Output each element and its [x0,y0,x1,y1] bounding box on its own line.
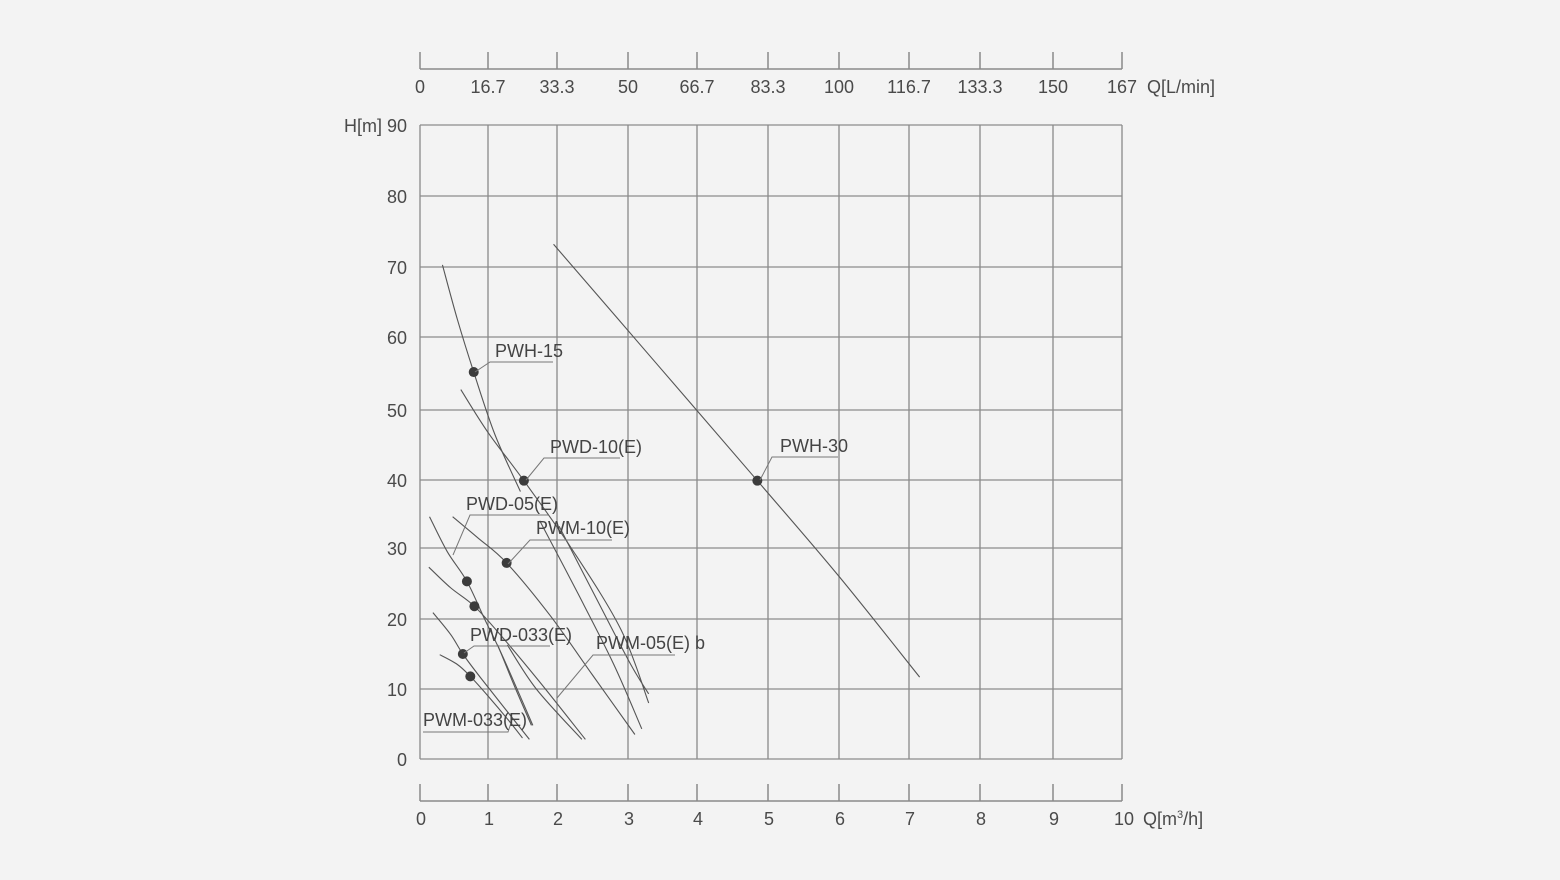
bottom-axis-tick-label: 5 [764,809,774,829]
curve-pwh-30 [553,243,921,678]
bottom-axis-tick-label: 3 [624,809,634,829]
curve-pwm-033-e [439,654,523,739]
top-axis-tick-label: 50 [618,77,638,97]
leader-line-pwd-10-e [525,457,620,481]
series-labels: PWH-15 PWD-10(E) PWH-30 PWD-05(E) PWM-10(E) P… [423,341,848,733]
leader-line-pwm-05-e-b [556,654,675,699]
bottom-axis-title: Q[m3/h] [1143,809,1203,829]
chart-grid [419,124,1123,760]
bottom-axis-tick-label: 1 [484,809,494,829]
curve-pwm-10-e [452,516,636,735]
curve-pwd-05-e-b [428,566,586,740]
curve-pwd-033-e-b [497,644,532,726]
leader-line-pwh-30 [759,456,838,481]
top-axis-tick-label: 116.7 [887,77,931,97]
rated-point-pwd-10-e [518,475,529,486]
bottom-axis-tick-label: 8 [976,809,986,829]
y-axis-tick-label: 20 [387,610,407,630]
leader-line-pwm-033-e [423,719,513,733]
curve-pwh-15 [441,264,521,492]
series-label-pwm-10-e: PWM-10(E) [536,518,630,538]
leader-line-pwm-10-e [507,539,612,565]
top-axis-tick-label: 0 [415,77,425,97]
y-axis-tick-label: 30 [387,539,407,559]
top-axis-tick-label: 167 [1107,77,1137,97]
y-axis-tick-label: 40 [387,471,407,491]
top-axis-title: Q[L/min] [1147,77,1215,97]
leader-line-pwd-033-e [463,645,550,654]
rated-point-pwd-05-e-b [469,601,480,612]
top-axis-tick-label: 83.3 [750,77,785,97]
series-label-pwd-033-e: PWD-033(E) [470,625,572,645]
y-axis-tick-label: 60 [387,328,407,348]
rated-point-pwm-033-e [465,671,476,682]
bottom-axis-tick-label: 6 [835,809,845,829]
y-axis-tick-label: 10 [387,680,407,700]
y-axis-tick-label: 80 [387,187,407,207]
curve-pwd-10-e [460,389,650,704]
rated-point-pwd-033-e [457,649,468,659]
bottom-axis-tick-label: 4 [693,809,703,829]
y-axis-tick-label: 90 [387,116,407,136]
bottom-axis-tick-label: 0 [416,809,426,829]
series-label-pwd-10-e: PWD-10(E) [550,437,642,457]
top-axis-tick-label: 100 [824,77,854,97]
top-axis-tick-label: 133.3 [957,77,1002,97]
top-axis-tick-label: 66.7 [679,77,714,97]
y-axis-tick-label: 50 [387,401,407,421]
top-axis-tick-label: 16.7 [470,77,505,97]
leader-line-pwh-15 [474,361,553,373]
series-label-pwd-05-e: PWD-05(E) [466,494,558,514]
top-axis-tick-label: 150 [1038,77,1068,97]
bottom-axis-tick-label: 9 [1049,809,1059,829]
pump-curves [428,243,921,740]
bottom-axis-tick-label: 10 [1114,809,1134,829]
series-label-pwh-15: PWH-15 [495,341,563,361]
y-axis-tick-label: 0 [397,750,407,770]
rated-point-pwm-10-e [501,557,512,568]
rated-point-pwh-30 [752,475,763,486]
series-label-pwm-05-e-b: PWM-05(E) b [596,633,705,653]
y-axis-title: H[m] [344,116,382,136]
curve-pwm-05-e-b [558,525,650,695]
bottom-axis-tick-label: 7 [905,809,915,829]
curve-pwd-033-e-c [506,644,583,740]
bottom-axis-tick-label: 2 [553,809,563,829]
curve-pwm-05-e-a [539,520,643,730]
series-label-pwh-30: PWH-30 [780,436,848,456]
top-axis-tick-label: 33.3 [539,77,574,97]
rated-point-pwh-15 [468,367,479,378]
y-axis-tick-label: 70 [387,258,407,278]
series-label-pwm-033-e: PWM-033(E) [423,710,527,730]
rated-point-pwd-05-e [461,576,472,587]
leader-line-pwd-05-e [452,514,548,556]
chart-axes: 0 16.7 33.3 50 66.7 83.3 100 116.7 133.3 150 167 Q[… [344,52,1215,829]
